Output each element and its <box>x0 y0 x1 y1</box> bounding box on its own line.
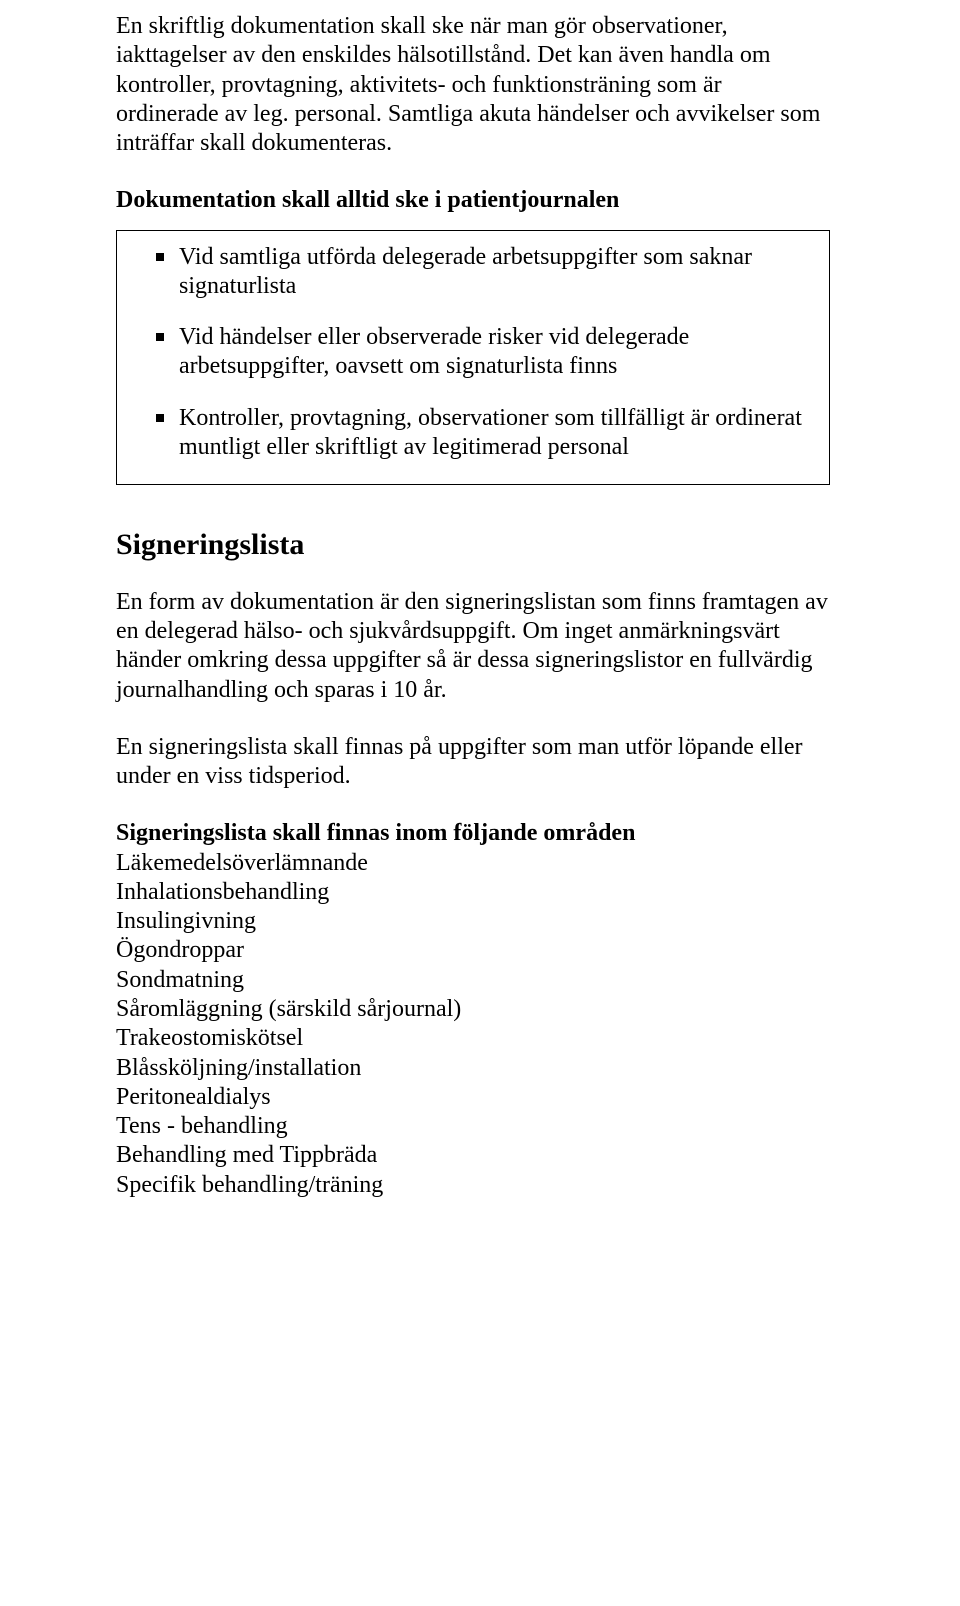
section-heading-signeringslista: Signeringslista <box>116 527 830 564</box>
list-item: Insulingivning <box>116 907 830 936</box>
list-item: Sondmatning <box>116 966 830 995</box>
signeringslista-paragraph-2: En signeringslista skall finnas på uppgi… <box>116 733 830 792</box>
list-item: Specifik behandling/träning <box>116 1171 830 1200</box>
box-list: Vid samtliga utförda delegerade arbetsup… <box>137 243 809 463</box>
box-list-item: Vid händelser eller observerade risker v… <box>137 323 809 382</box>
highlight-box: Vid samtliga utförda delegerade arbetsup… <box>116 230 830 486</box>
signeringslista-items: Läkemedelsöverlämnande Inhalationsbehand… <box>116 849 830 1200</box>
list-item: Inhalationsbehandling <box>116 878 830 907</box>
intro-paragraph: En skriftlig dokumentation skall ske när… <box>116 12 830 158</box>
list-item: Tens - behandling <box>116 1112 830 1141</box>
signeringslista-paragraph-1: En form av dokumentation är den signerin… <box>116 588 830 705</box>
document-page: En skriftlig dokumentation skall ske när… <box>0 0 960 1606</box>
list-item: Ögondroppar <box>116 936 830 965</box>
box-list-item: Kontroller, provtagning, observationer s… <box>137 404 809 463</box>
list-item: Peritonealdialys <box>116 1083 830 1112</box>
list-item: Behandling med Tippbräda <box>116 1141 830 1170</box>
list-item: Såromläggning (särskild sårjournal) <box>116 995 830 1024</box>
list-item: Blåssköljning/installation <box>116 1054 830 1083</box>
box-heading: Dokumentation skall alltid ske i patient… <box>116 186 830 215</box>
box-list-item: Vid samtliga utförda delegerade arbetsup… <box>137 243 809 302</box>
list-item: Läkemedelsöverlämnande <box>116 849 830 878</box>
list-item: Trakeostomiskötsel <box>116 1024 830 1053</box>
signeringslista-subheading: Signeringslista skall finnas inom följan… <box>116 819 830 848</box>
